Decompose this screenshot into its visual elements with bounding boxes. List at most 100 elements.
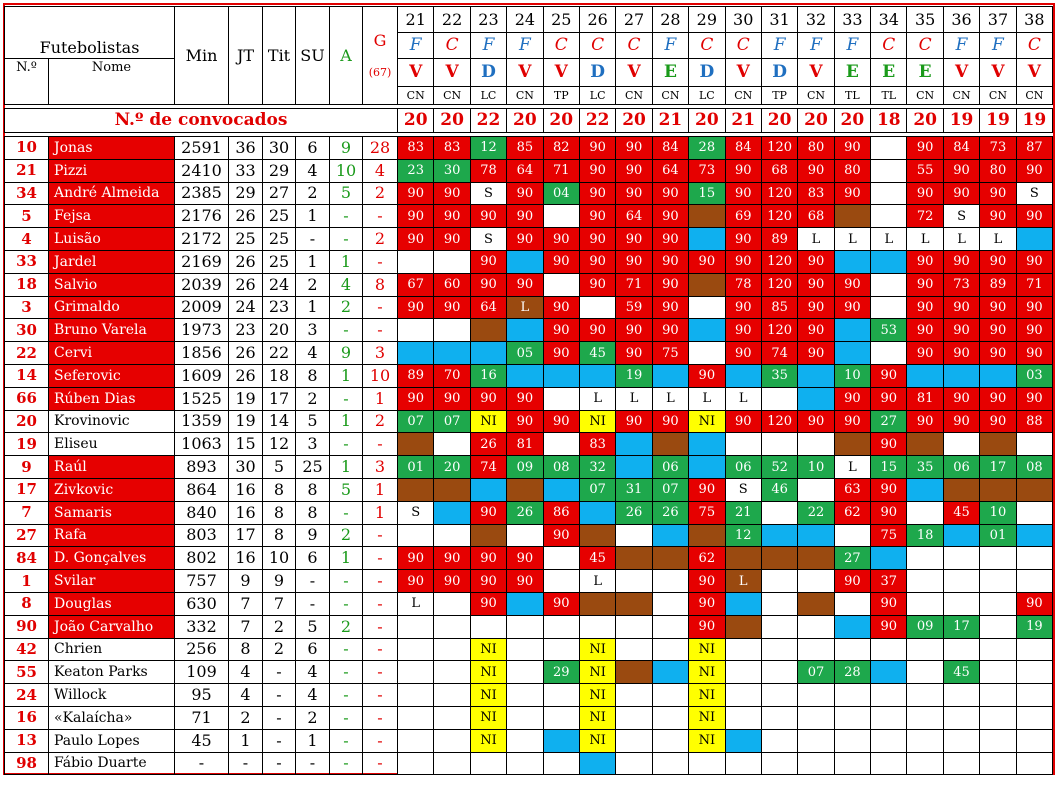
player-name: João Carvalho [48, 614, 175, 639]
player-subs: 1 [295, 295, 330, 320]
match-convocados: 20 [760, 108, 799, 133]
match-cell [760, 591, 799, 616]
match-cell: 90 [433, 569, 471, 593]
player-name: Luisão [48, 227, 175, 251]
match-cell: 78 [724, 272, 762, 297]
player-number: 21 [4, 158, 49, 183]
match-cell [469, 318, 508, 343]
match-cell: 90 [833, 386, 872, 411]
player-starts: 10 [262, 546, 296, 571]
match-cell: 09 [506, 455, 544, 479]
match-convocados: 20 [396, 108, 435, 133]
player-name: Keaton Parks [48, 660, 175, 685]
match-cell: 90 [833, 136, 872, 160]
player-starts: 18 [262, 363, 296, 388]
player-minutes: 45 [174, 728, 229, 753]
match-number: 31 [760, 6, 799, 33]
match-competition: CN [651, 86, 690, 105]
match-cell: 90 [615, 318, 653, 343]
match-cell [542, 386, 580, 411]
match-cell [396, 318, 435, 343]
match-cell: NI [578, 409, 617, 434]
match-cell: 90 [396, 569, 435, 593]
match-cell: 90 [870, 477, 908, 502]
match-venue: F [396, 32, 435, 59]
match-venue: F [651, 32, 690, 59]
match-number: 27 [615, 6, 653, 33]
match-cell: NI [578, 660, 617, 685]
match-competition: CN [906, 86, 944, 105]
match-result: D [578, 58, 617, 87]
match-cell [651, 751, 690, 776]
match-competition: LC [688, 86, 726, 105]
match-convocados: 19 [979, 108, 1017, 133]
player-subs: 9 [295, 523, 330, 548]
match-cell: 90 [396, 386, 435, 411]
player-subs: - [295, 591, 330, 616]
player-starts: 9 [262, 569, 296, 593]
table-row: 98 Fábio Duarte - - - - - - [4, 751, 1054, 776]
player-name: Bruno Varela [48, 318, 175, 343]
player-starts: 25 [262, 227, 296, 251]
player-assists: 2 [329, 295, 363, 320]
match-cell [833, 591, 872, 616]
match-cell [396, 637, 435, 662]
player-subs: 6 [295, 136, 330, 160]
match-cell: 90 [506, 204, 544, 229]
match-cell: L [615, 386, 653, 411]
player-minutes: 2172 [174, 227, 229, 251]
match-cell: 03 [1015, 363, 1054, 388]
player-starts: 30 [262, 136, 296, 160]
match-cell [906, 637, 944, 662]
match-convocados: 22 [578, 108, 617, 133]
match-cell [979, 546, 1017, 571]
match-number: 25 [542, 6, 580, 33]
player-subs: 6 [295, 546, 330, 571]
match-venue: F [797, 32, 835, 59]
match-venue: C [724, 32, 762, 59]
player-minutes: 1063 [174, 432, 229, 457]
player-minutes: 893 [174, 455, 229, 479]
match-cell [1015, 500, 1054, 525]
player-assists: - [329, 204, 363, 229]
player-minutes: - [174, 751, 229, 776]
player-starts: 27 [262, 181, 296, 206]
match-cell [651, 637, 690, 662]
match-cell [760, 751, 799, 776]
player-starts: 22 [262, 341, 296, 365]
match-cell [542, 204, 580, 229]
match-cell: 10 [979, 500, 1017, 525]
player-name: Chrien [48, 637, 175, 662]
match-cell [542, 477, 580, 502]
match-cell: 59 [615, 295, 653, 320]
match-cell: 90 [469, 500, 508, 525]
match-cell: 90 [833, 569, 872, 593]
player-name: Samaris [48, 500, 175, 525]
match-cell [906, 500, 944, 525]
player-number: 27 [4, 523, 49, 548]
match-cell: 90 [433, 386, 471, 411]
match-result: V [979, 58, 1017, 87]
match-result: V [797, 58, 835, 87]
match-cell: 90 [942, 318, 981, 343]
match-cell [760, 637, 799, 662]
match-cell: 90 [615, 181, 653, 206]
match-cell [833, 683, 872, 707]
player-goals: 3 [362, 341, 398, 365]
match-cell: 90 [615, 341, 653, 365]
match-cell: NI [688, 660, 726, 685]
match-cell: 30 [433, 158, 471, 183]
match-cell [833, 705, 872, 730]
match-cell: 28 [688, 136, 726, 160]
match-cell: NI [688, 728, 726, 753]
match-venue: C [578, 32, 617, 59]
match-cell: 90 [1015, 318, 1054, 343]
match-cell [542, 432, 580, 457]
match-cell: 31 [615, 477, 653, 502]
match-cell [979, 637, 1017, 662]
match-cell: 90 [578, 158, 617, 183]
match-cell: 90 [979, 341, 1017, 365]
match-convocados: 20 [542, 108, 580, 133]
match-cell: 80 [797, 136, 835, 160]
player-games: 4 [228, 683, 263, 707]
